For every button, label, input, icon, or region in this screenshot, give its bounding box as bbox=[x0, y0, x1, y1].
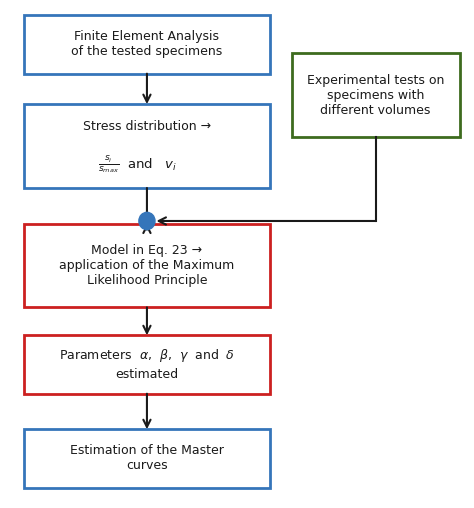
Text: estimated: estimated bbox=[115, 368, 179, 381]
FancyBboxPatch shape bbox=[24, 104, 270, 188]
Text: Estimation of the Master
curves: Estimation of the Master curves bbox=[70, 444, 224, 472]
FancyBboxPatch shape bbox=[24, 429, 270, 488]
Text: Parameters  $\alpha$,  $\beta$,  $\gamma$  and  $\delta$: Parameters $\alpha$, $\beta$, $\gamma$ a… bbox=[59, 347, 235, 364]
Text: $\frac{s_i}{s_{max}}$  and   $v_i$: $\frac{s_i}{s_{max}}$ and $v_i$ bbox=[98, 155, 177, 176]
FancyBboxPatch shape bbox=[292, 53, 460, 137]
Text: Stress distribution →: Stress distribution → bbox=[83, 120, 211, 133]
FancyBboxPatch shape bbox=[24, 224, 270, 307]
FancyBboxPatch shape bbox=[24, 335, 270, 394]
Text: Model in Eq. 23 →
application of the Maximum
Likelihood Principle: Model in Eq. 23 → application of the Max… bbox=[59, 244, 235, 287]
FancyBboxPatch shape bbox=[24, 15, 270, 74]
Circle shape bbox=[139, 212, 155, 230]
Text: Finite Element Analysis
of the tested specimens: Finite Element Analysis of the tested sp… bbox=[71, 30, 223, 58]
Text: Experimental tests on
specimens with
different volumes: Experimental tests on specimens with dif… bbox=[307, 74, 444, 117]
